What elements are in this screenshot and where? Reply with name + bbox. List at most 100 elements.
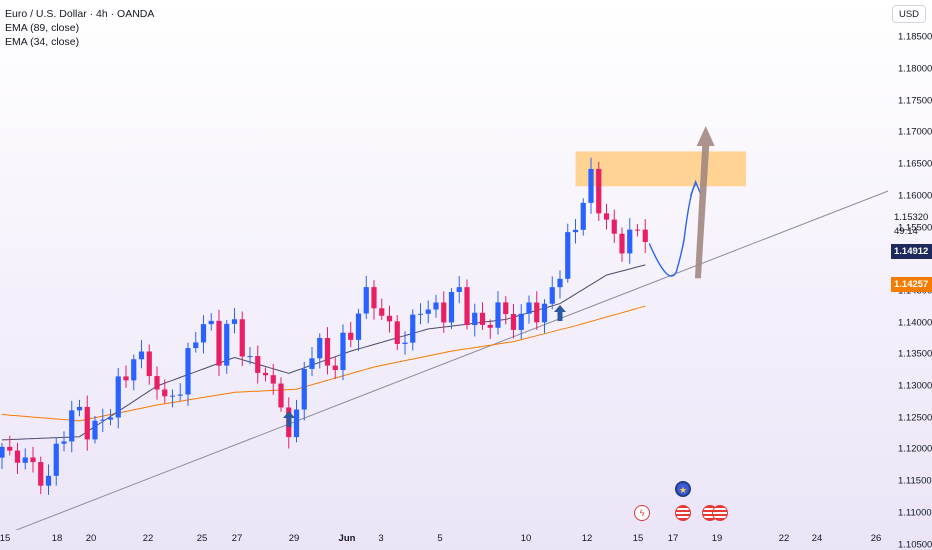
candle-up — [193, 342, 199, 349]
us-flag-icon[interactable] — [675, 505, 691, 521]
candle-down — [123, 376, 129, 381]
candle-up — [309, 358, 315, 369]
us-flag-icon[interactable] — [712, 505, 728, 521]
candle-up — [138, 351, 145, 360]
time-tick-label: 3 — [378, 533, 384, 544]
price-tick-label: 1.13500 — [898, 348, 932, 360]
candle-up — [472, 312, 478, 326]
candle-down — [371, 287, 377, 309]
candle-up — [572, 229, 579, 233]
time-tick-label: 25 — [196, 533, 208, 544]
candle-down — [642, 229, 648, 242]
candle-down — [534, 302, 540, 323]
candle-up — [355, 313, 362, 340]
price-tick-label: 1.14000 — [898, 317, 932, 329]
candle-down — [38, 462, 44, 486]
candle-up — [177, 394, 183, 396]
price-tick-label: 1.17500 — [898, 95, 932, 107]
time-tick-label: 15 — [632, 533, 644, 544]
price-tick-label: 1.12000 — [898, 443, 932, 455]
ema-34-label[interactable]: EMA (34, close) — [5, 36, 80, 48]
time-tick-label: 22 — [142, 533, 154, 544]
candle-up — [115, 376, 121, 418]
candle-up — [61, 441, 67, 444]
candle-down — [464, 287, 470, 326]
price-chart[interactable] — [0, 0, 888, 530]
candle-down — [30, 457, 36, 463]
candle-down — [611, 219, 617, 234]
candle-down — [441, 302, 447, 323]
chart-legend: Euro / U.S. Dollar · 4h · OANDA EMA (89,… — [5, 7, 154, 49]
candle-up — [247, 356, 253, 358]
up-arrow-marker — [283, 411, 295, 427]
price-tick-label: 1.13000 — [898, 380, 932, 392]
candle-down — [510, 314, 517, 330]
candle-down — [386, 315, 393, 322]
candle-up — [557, 278, 563, 288]
candle-up — [45, 475, 52, 486]
price-tick-label: 1.10500 — [898, 539, 932, 550]
time-tick-label: 24 — [811, 533, 823, 544]
candle-down — [332, 365, 338, 371]
candle-up — [0, 446, 5, 458]
time-tick-label: 10 — [520, 533, 532, 544]
price-tick-label: 1.16500 — [898, 158, 932, 170]
candle-down — [146, 351, 152, 377]
projection-curve — [648, 183, 697, 277]
candle-up — [410, 314, 416, 343]
up-arrow-marker — [554, 305, 566, 321]
candle-up — [549, 287, 555, 304]
candle-up — [131, 359, 137, 381]
time-tick-label: 18 — [51, 533, 63, 544]
candle-down — [394, 321, 400, 344]
time-tick-label: 22 — [778, 533, 790, 544]
candle-down — [84, 406, 90, 440]
ema-89-line — [1, 305, 646, 422]
candle-up — [417, 313, 424, 315]
time-tick-label: 5 — [437, 533, 443, 544]
candle-down — [154, 376, 160, 390]
candle-up — [169, 395, 176, 397]
candle-up — [627, 229, 633, 254]
candle-down — [487, 324, 493, 328]
currency-button[interactable]: USD — [892, 5, 926, 23]
price-tick-label: 1.12500 — [898, 412, 932, 424]
candle-up — [76, 406, 83, 411]
projection-curve-head — [689, 179, 702, 197]
candle-up — [526, 302, 532, 314]
lightning-icon[interactable]: ϟ — [634, 505, 650, 521]
candle-down — [239, 319, 245, 357]
candle-down — [278, 383, 284, 408]
candle-down — [7, 446, 13, 451]
candle-up — [425, 309, 431, 314]
candle-down — [596, 168, 602, 214]
candle-up — [495, 302, 501, 328]
ema-34-price-tag: 1.14912 — [891, 244, 932, 259]
ema-89-price-tag: 1.14257 — [891, 277, 932, 292]
price-tick-label: 1.15500 — [898, 222, 932, 233]
time-tick-label: 15 — [0, 533, 11, 544]
candle-up — [185, 348, 191, 395]
time-tick-label: Jun — [338, 533, 356, 544]
price-axis[interactable]: 1.18500 1.18000 1.17500 1.17000 1.16500 1.160… — [888, 0, 932, 550]
candle-up — [107, 417, 114, 420]
candle-down — [262, 372, 269, 376]
candle-down — [162, 389, 168, 397]
candle-up — [588, 168, 594, 203]
price-tick-label: 1.17000 — [898, 126, 932, 138]
candle-down — [348, 332, 354, 340]
price-tick-label: 1.16000 — [898, 190, 932, 202]
candle-down — [619, 233, 625, 254]
symbol-title[interactable]: Euro / U.S. Dollar · 4h · OANDA — [5, 8, 155, 20]
time-axis[interactable]: 15 18 20 22 25 27 29 Jun 3 5 10 12 15 17 19 22 24 26 — [0, 530, 888, 550]
current-price-label: 1.15320 — [894, 212, 929, 223]
candle-up — [22, 457, 28, 463]
candle-down — [634, 229, 641, 231]
eu-flag-icon[interactable]: ★ — [675, 481, 691, 497]
ema-89-label[interactable]: EMA (89, close) — [5, 22, 80, 34]
time-tick-label: 20 — [85, 533, 97, 544]
candle-up — [92, 420, 98, 440]
candle-up — [293, 409, 300, 438]
candle-up — [208, 320, 214, 325]
